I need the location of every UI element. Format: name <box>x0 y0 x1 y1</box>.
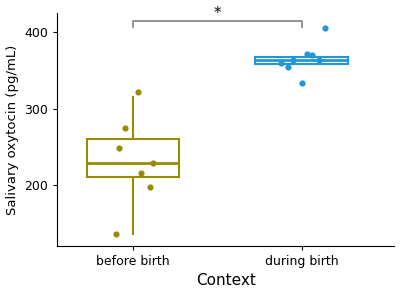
Bar <box>255 57 348 64</box>
Y-axis label: Salivary oxytocin (pg/mL): Salivary oxytocin (pg/mL) <box>6 44 18 215</box>
Point <box>138 171 144 176</box>
Point <box>278 60 285 65</box>
Point <box>322 26 328 31</box>
X-axis label: Context: Context <box>196 273 256 288</box>
Point <box>290 58 296 63</box>
Point <box>116 146 123 151</box>
Bar <box>86 139 179 177</box>
Text: *: * <box>214 6 221 21</box>
Point <box>304 51 310 56</box>
Point <box>308 53 315 57</box>
Point <box>298 81 305 86</box>
Point <box>315 58 322 63</box>
Point <box>135 89 141 94</box>
Point <box>285 64 291 69</box>
Point <box>147 185 153 189</box>
Point <box>150 161 156 166</box>
Point <box>121 125 128 130</box>
Point <box>113 232 119 237</box>
